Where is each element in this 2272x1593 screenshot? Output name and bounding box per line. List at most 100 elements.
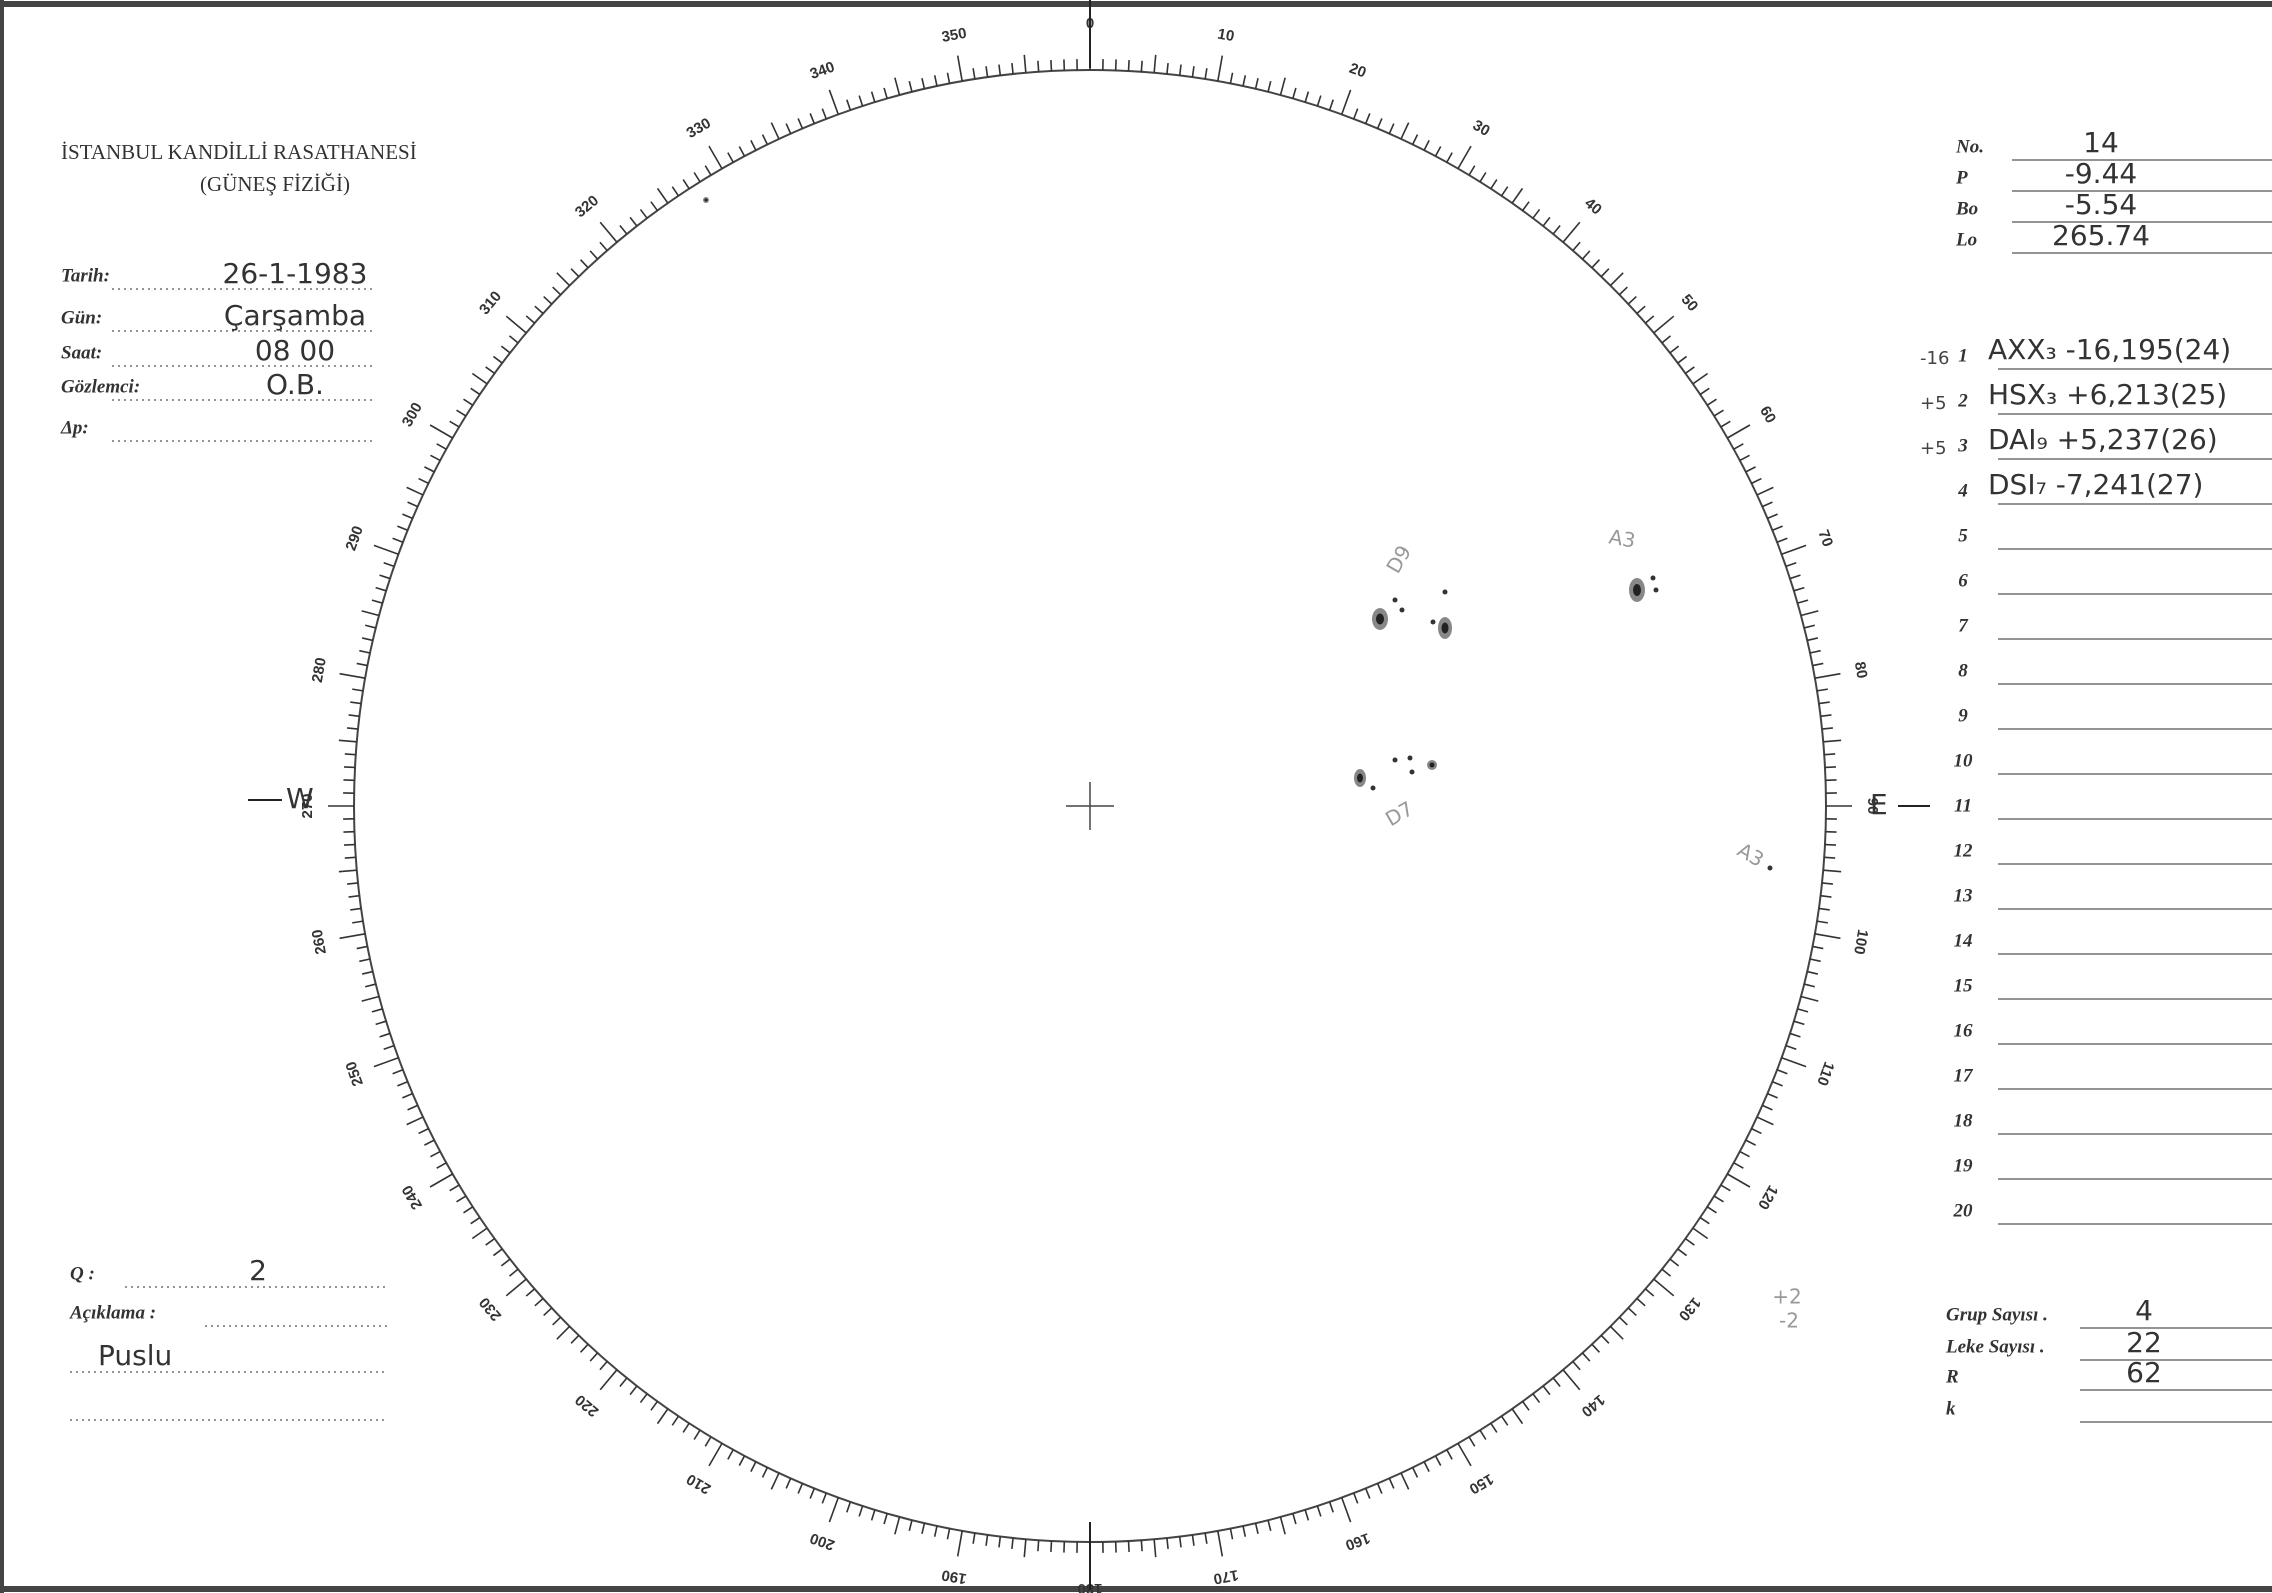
- dial-tick: [828, 89, 840, 115]
- dial-tick: [1785, 1044, 1797, 1050]
- dial-tick: [344, 753, 356, 756]
- field-value: 08 00: [255, 334, 335, 367]
- dial-tick: [1446, 1449, 1453, 1460]
- group-number: 13: [1954, 885, 1973, 906]
- dial-tick: [589, 1352, 599, 1362]
- dial-tick: [639, 1393, 648, 1404]
- dial-tick: [1789, 1032, 1801, 1038]
- dial-tick: [956, 55, 963, 82]
- dial-tick: [1733, 1162, 1744, 1169]
- dial-tick: [347, 882, 359, 885]
- dial-tick: [671, 186, 680, 197]
- dial-tick: [1217, 1530, 1224, 1557]
- dial-tick: [338, 869, 357, 873]
- dial-tick: [1824, 766, 1837, 769]
- dial-tick: [429, 424, 454, 439]
- dial-tick: [1191, 66, 1195, 78]
- dial-tick: [1127, 59, 1130, 72]
- group-entry: AXX₃ -16,195(24): [1988, 333, 2231, 366]
- group-note: -16: [1920, 348, 1949, 369]
- dial-tick: [579, 259, 589, 269]
- dial-tick: [704, 1436, 712, 1447]
- dial-tick: [1756, 1116, 1774, 1126]
- dial-tick: [364, 983, 377, 988]
- dial-label: 170: [1212, 1566, 1240, 1587]
- dial-tick: [1542, 216, 1551, 227]
- dial-tick: [1552, 1377, 1561, 1388]
- dial-tick: [809, 1488, 816, 1499]
- group-number: 9: [1958, 705, 1968, 726]
- dial-tick: [1166, 1537, 1169, 1549]
- dial-tick: [470, 387, 481, 396]
- dial-tick: [1726, 1173, 1751, 1188]
- ephemeris-label: Lo: [1955, 229, 1977, 250]
- dial-tick: [449, 1184, 460, 1192]
- dial-tick: [1806, 970, 1819, 975]
- dial-tick: [552, 1316, 562, 1326]
- dial-tick: [1772, 525, 1783, 532]
- dial-tick: [492, 1248, 503, 1257]
- dial-tick: [1706, 398, 1717, 406]
- dial-tick: [1767, 1092, 1778, 1099]
- group-number: 2: [1957, 390, 1968, 411]
- dial-tick: [821, 108, 827, 120]
- dial-tick: [1304, 1509, 1310, 1521]
- dial-tick: [589, 250, 599, 260]
- dial-tick: [1191, 1534, 1195, 1546]
- dial-tick: [1600, 268, 1610, 278]
- dial-tick: [505, 315, 527, 334]
- dial-tick: [1600, 1334, 1610, 1344]
- dial-tick: [1254, 1522, 1259, 1535]
- dial-tick: [570, 1334, 580, 1344]
- ephemeris-value: 265.74: [2052, 219, 2150, 252]
- dial-tick: [371, 599, 383, 604]
- field-value: Çarşamba: [224, 299, 366, 332]
- dial-tick: [361, 995, 380, 1002]
- dial-tick: [1229, 1528, 1234, 1540]
- group-number: 5: [1958, 525, 1968, 546]
- dial-tick: [1812, 662, 1824, 667]
- dial-tick: [392, 1069, 404, 1075]
- dial-label: 350: [940, 25, 968, 46]
- q-value: 2: [249, 1254, 267, 1287]
- dial-tick: [347, 727, 359, 730]
- dial-tick: [407, 501, 418, 508]
- dial-tick: [1818, 701, 1830, 705]
- dial-tick: [1446, 152, 1453, 163]
- dial-tick: [1153, 1539, 1157, 1558]
- dial-tick: [579, 1343, 589, 1353]
- dial-tick: [1500, 1415, 1509, 1426]
- dial-tick: [1820, 894, 1832, 898]
- dial-tick: [1739, 1150, 1750, 1158]
- dial-tick: [371, 1008, 383, 1013]
- dial-tick: [1468, 165, 1476, 176]
- dial-tick: [671, 1415, 680, 1426]
- dial-tick: [1618, 286, 1628, 296]
- dial-tick: [463, 398, 474, 406]
- field-label: Δp:: [60, 417, 89, 438]
- dial-tick: [424, 466, 435, 473]
- dial-tick: [1636, 1297, 1646, 1307]
- dial-tick: [985, 1534, 989, 1546]
- dial-tick: [894, 1516, 901, 1535]
- dial-tick: [1388, 1478, 1395, 1489]
- dial-tick: [599, 241, 608, 252]
- dial-tick: [402, 513, 413, 520]
- dial-tick: [1178, 64, 1182, 76]
- dial-tick: [500, 1258, 511, 1267]
- dial-tick: [708, 1442, 723, 1467]
- dial-tick: [1653, 1278, 1675, 1297]
- dial-tick: [761, 134, 769, 145]
- dial-tick: [1823, 739, 1842, 743]
- dial-tick: [1037, 1540, 1040, 1552]
- dial-tick: [809, 113, 816, 124]
- group-number: 17: [1954, 1065, 1975, 1086]
- dial-tick: [1669, 345, 1680, 354]
- dial-tick: [407, 1104, 418, 1111]
- dial-tick: [629, 216, 638, 227]
- dial-tick: [339, 933, 366, 940]
- dial-tick: [1050, 1540, 1053, 1553]
- dial-tick: [1011, 1537, 1014, 1549]
- dial-tick: [1820, 714, 1832, 718]
- dial-tick: [418, 1127, 429, 1135]
